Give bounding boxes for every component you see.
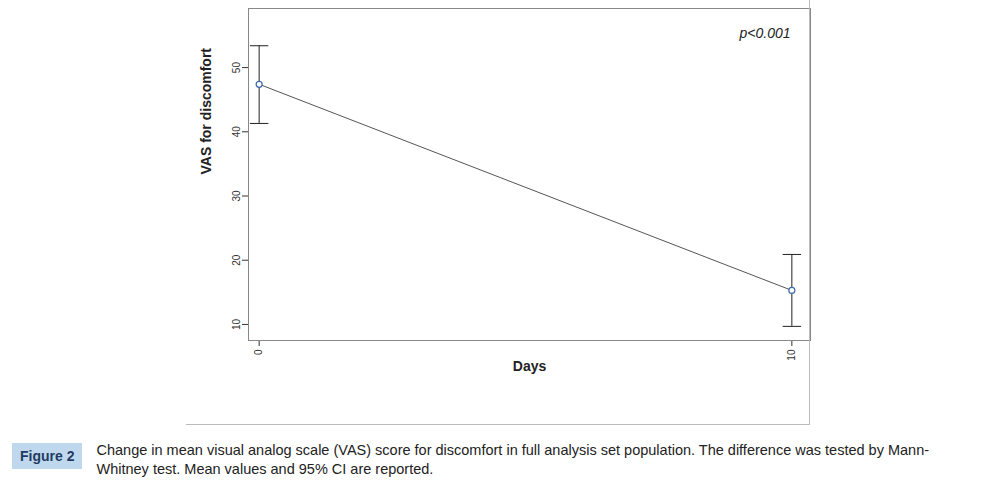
svg-text:20: 20 [231, 254, 242, 266]
svg-text:Days: Days [513, 358, 547, 374]
html-text:Figure 2: Figure 2 [20, 448, 75, 464]
svg-text:30: 30 [231, 190, 242, 202]
svg-text:40: 40 [231, 126, 242, 138]
svg-text:0: 0 [253, 349, 264, 355]
svg-text:10: 10 [231, 318, 242, 330]
html-text:Change in mean visual analog s: Change in mean visual analog scale (VAS)… [96, 442, 929, 477]
svg-text:p<0.001: p<0.001 [739, 25, 791, 41]
svg-text:50: 50 [231, 62, 242, 74]
svg-text:VAS for discomfort: VAS for discomfort [198, 48, 214, 175]
svg-text:10: 10 [786, 349, 797, 361]
